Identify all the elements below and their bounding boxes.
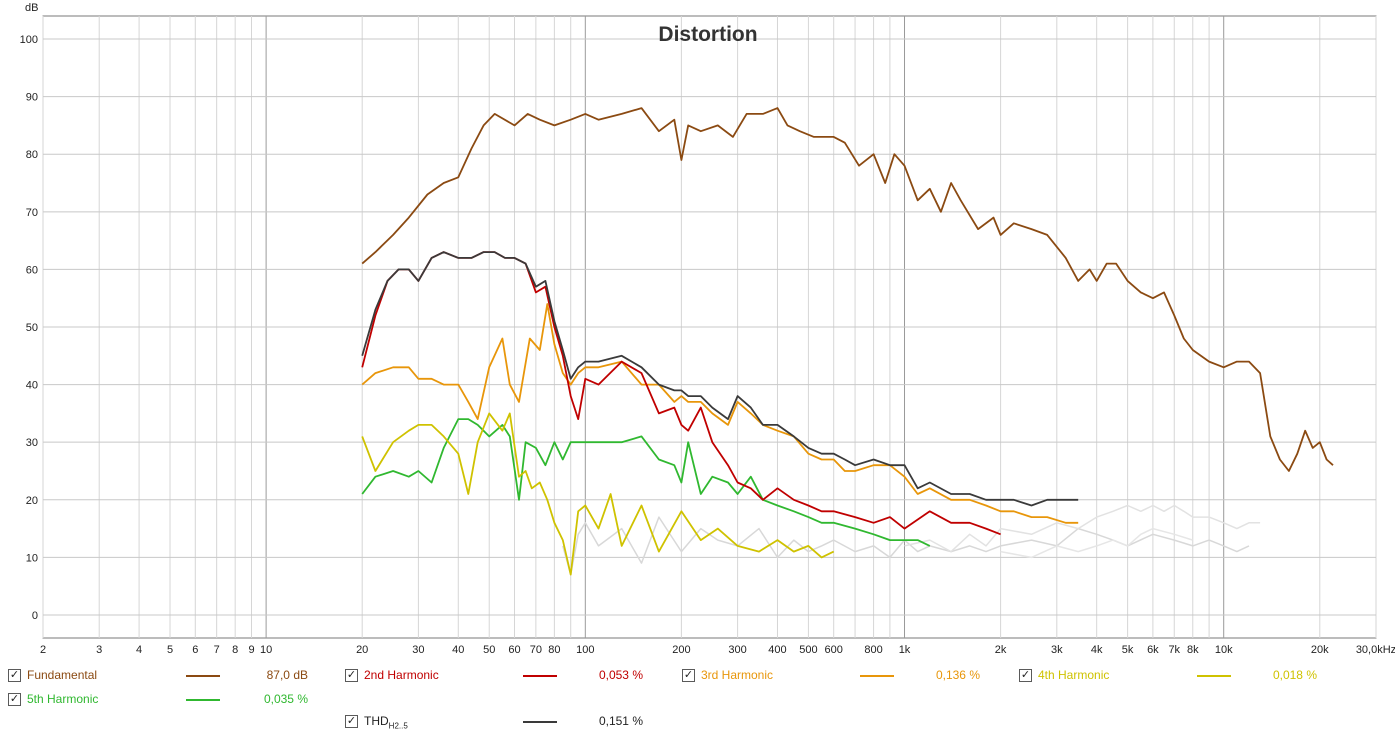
legend-value: 0,136 % <box>935 668 980 682</box>
x-tick-label: 100 <box>576 644 594 656</box>
x-tick-label: 30,0kHz <box>1356 644 1395 656</box>
y-tick-label: 30 <box>26 437 38 449</box>
grid <box>42 16 1377 638</box>
x-tick-labels: 2 3 4 5 6 7 8 9 10 20 30 40 50 60 70 80 100 200 300 400 500 6… <box>40 644 1395 656</box>
series-line-5th-harmonic <box>361 418 931 547</box>
faded-series-line <box>904 504 1261 553</box>
series-lines <box>361 107 1334 576</box>
x-tick-label: 80 <box>548 644 560 656</box>
x-tick-label: 3 <box>96 644 102 656</box>
legend-label: 3rd Harmonic <box>701 668 774 682</box>
legend-label: 4th Harmonic <box>1038 668 1110 682</box>
legend-label: 2nd Harmonic <box>364 668 439 682</box>
x-tick-label: 600 <box>825 644 843 656</box>
x-tick-label: 3k <box>1051 644 1063 656</box>
y-tick-label: 40 <box>26 380 38 392</box>
checkbox-fundamental[interactable]: ✓ <box>8 669 21 682</box>
legend-item-4th-harmonic[interactable]: ✓ 4th Harmonic 0,018 % <box>1019 668 1349 686</box>
checkbox-3rd-harmonic[interactable]: ✓ <box>682 669 695 682</box>
x-tick-label: 8k <box>1187 644 1199 656</box>
legend-value: 87,0 dB <box>266 668 308 682</box>
x-tick-label: 200 <box>672 644 690 656</box>
legend-swatch <box>860 675 894 677</box>
x-tick-label: 50 <box>483 644 495 656</box>
distortion-chart: 2 3 4 5 6 7 8 9 10 20 30 40 50 60 70 80 100 200 300 400 500 6… <box>20 2 1395 656</box>
legend-label: 5th Harmonic <box>27 692 99 706</box>
legend-swatch <box>523 675 557 677</box>
legend-value: 0,053 % <box>598 668 643 682</box>
x-tick-label: 70 <box>530 644 542 656</box>
x-tick-label: 20k <box>1311 644 1329 656</box>
x-tick-label: 5k <box>1122 644 1134 656</box>
x-tick-label: 40 <box>452 644 464 656</box>
faded-series-line <box>1000 527 1194 559</box>
legend-item-thd[interactable]: ✓ THDH2..5 0,151 % <box>345 714 675 732</box>
x-tick-label: 10 <box>260 644 272 656</box>
x-tick-label: 20 <box>356 644 368 656</box>
series-line-4th-harmonic <box>361 412 835 576</box>
y-tick-label: 70 <box>26 207 38 219</box>
y-axis-label: dB <box>25 2 38 14</box>
x-tick-label: 500 <box>799 644 817 656</box>
x-tick-label: 7 <box>214 644 220 656</box>
y-tick-label: 60 <box>26 264 38 276</box>
y-tick-label: 0 <box>32 610 38 622</box>
x-tick-label: 6 <box>192 644 198 656</box>
y-tick-label: 50 <box>26 322 38 334</box>
y-tick-label: 10 <box>26 552 38 564</box>
legend-label: THDH2..5 <box>364 714 408 730</box>
x-tick-label: 9 <box>248 644 254 656</box>
checkbox-thd[interactable]: ✓ <box>345 715 358 728</box>
x-tick-label: 7k <box>1168 644 1180 656</box>
legend-value: 0,018 % <box>1272 668 1317 682</box>
x-tick-label: 30 <box>412 644 424 656</box>
x-tick-label: 2k <box>995 644 1007 656</box>
series-line-fundamental <box>361 107 1334 472</box>
x-tick-label: 1k <box>899 644 911 656</box>
faded-series <box>562 504 1261 576</box>
x-tick-label: 8 <box>232 644 238 656</box>
y-tick-label: 20 <box>26 495 38 507</box>
x-tick-label: 5 <box>167 644 173 656</box>
x-tick-label: 2 <box>40 644 46 656</box>
legend-item-fundamental[interactable]: ✓ Fundamental 87,0 dB <box>8 668 338 686</box>
thd-subscript: H2..5 <box>388 721 408 731</box>
x-tick-label: 10k <box>1215 644 1233 656</box>
thd-label: THD <box>364 714 389 728</box>
legend-value: 0,151 % <box>598 714 643 728</box>
checkbox-4th-harmonic[interactable]: ✓ <box>1019 669 1032 682</box>
legend: ✓ Fundamental 87,0 dB ✓ 2nd Harmonic 0,0… <box>0 660 1395 737</box>
legend-value: 0,035 % <box>263 692 308 706</box>
legend-label: Fundamental <box>27 668 98 682</box>
x-tick-label: 400 <box>768 644 786 656</box>
y-tick-label: 100 <box>20 34 38 46</box>
x-tick-label: 6k <box>1147 644 1159 656</box>
legend-swatch <box>186 675 220 677</box>
legend-item-5th-harmonic[interactable]: ✓ 5th Harmonic 0,035 % <box>8 692 338 710</box>
legend-item-3rd-harmonic[interactable]: ✓ 3rd Harmonic 0,136 % <box>682 668 1012 686</box>
checkbox-2nd-harmonic[interactable]: ✓ <box>345 669 358 682</box>
x-tick-label: 60 <box>508 644 520 656</box>
faded-series-line <box>562 516 1250 576</box>
y-tick-label: 90 <box>26 92 38 104</box>
y-tick-label: 80 <box>26 149 38 161</box>
x-tick-label: 300 <box>728 644 746 656</box>
y-tick-labels: 0 10 20 30 40 50 60 70 80 90 100 <box>20 34 38 622</box>
legend-swatch <box>186 699 220 701</box>
x-tick-label: 4 <box>136 644 142 656</box>
checkbox-5th-harmonic[interactable]: ✓ <box>8 693 21 706</box>
x-tick-label: 800 <box>864 644 882 656</box>
series-line-3rd-harmonic <box>361 303 1079 524</box>
chart-title: Distortion <box>658 23 757 46</box>
legend-swatch <box>523 721 557 723</box>
x-tick-label: 4k <box>1091 644 1103 656</box>
series-line-thd <box>361 251 1079 507</box>
legend-item-2nd-harmonic[interactable]: ✓ 2nd Harmonic 0,053 % <box>345 668 675 686</box>
legend-swatch <box>1197 675 1231 677</box>
